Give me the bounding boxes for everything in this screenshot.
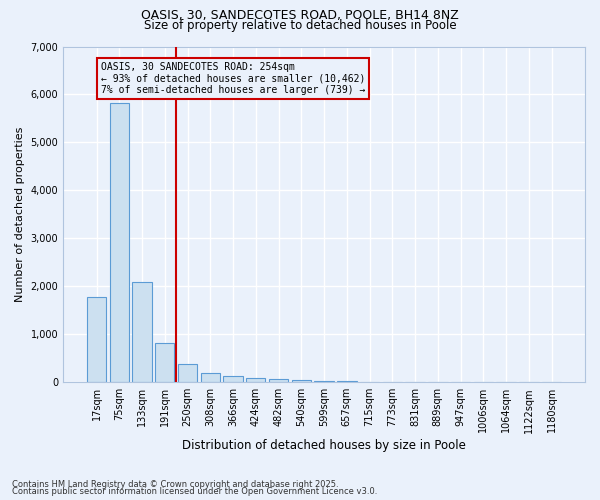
Text: OASIS, 30, SANDECOTES ROAD, POOLE, BH14 8NZ: OASIS, 30, SANDECOTES ROAD, POOLE, BH14 … — [141, 9, 459, 22]
Text: OASIS, 30 SANDECOTES ROAD: 254sqm
← 93% of detached houses are smaller (10,462)
: OASIS, 30 SANDECOTES ROAD: 254sqm ← 93% … — [101, 62, 365, 95]
Bar — [178, 364, 197, 382]
Text: Contains HM Land Registry data © Crown copyright and database right 2025.: Contains HM Land Registry data © Crown c… — [12, 480, 338, 489]
Bar — [223, 376, 243, 382]
Bar — [133, 282, 152, 382]
Bar — [292, 380, 311, 382]
Text: Size of property relative to detached houses in Poole: Size of property relative to detached ho… — [143, 18, 457, 32]
Bar — [269, 379, 288, 382]
Bar — [314, 381, 334, 382]
Bar — [110, 103, 129, 382]
Bar — [200, 372, 220, 382]
X-axis label: Distribution of detached houses by size in Poole: Distribution of detached houses by size … — [182, 440, 466, 452]
Bar — [155, 343, 175, 382]
Bar — [246, 378, 265, 382]
Bar — [87, 297, 106, 382]
Text: Contains public sector information licensed under the Open Government Licence v3: Contains public sector information licen… — [12, 488, 377, 496]
Y-axis label: Number of detached properties: Number of detached properties — [15, 126, 25, 302]
